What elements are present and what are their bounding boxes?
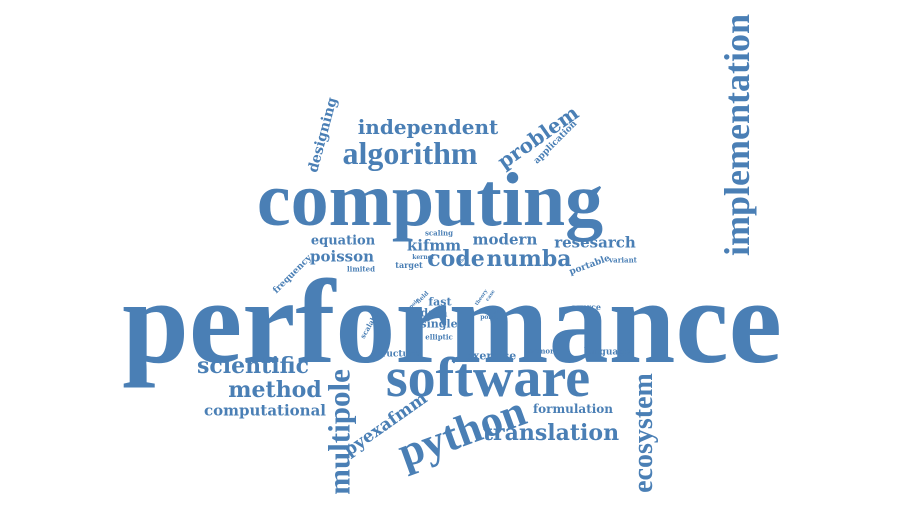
word-scaling: scaling	[424, 228, 454, 238]
word-exercise: exercise	[465, 349, 517, 363]
word-modern: modern	[472, 230, 538, 249]
word-target: target	[395, 260, 423, 270]
word-resesarch: resesarch	[554, 233, 636, 252]
word-fast: fast	[428, 295, 452, 309]
word-kernel: kernel	[412, 254, 434, 261]
word-implementation: implementation	[717, 14, 757, 256]
word-point: point	[480, 314, 498, 321]
word-source: source	[571, 302, 601, 312]
word-limited: limited	[347, 264, 375, 274]
word-elliptic: elliptic	[425, 332, 453, 342]
word-structure: structure	[372, 349, 420, 360]
word-multipole: multipole	[321, 369, 357, 495]
word-method: method	[228, 377, 322, 403]
word-computational: computational	[203, 401, 327, 420]
word-poisson: poisson	[310, 247, 374, 266]
word-kifmm: kifmm	[406, 236, 462, 255]
word-formulation: formulation	[532, 402, 614, 416]
word-scientific: scientific	[196, 353, 310, 379]
word-memory: memory	[526, 346, 558, 356]
word-algorithm: algorithm	[342, 135, 478, 171]
word-code: code	[427, 246, 485, 272]
word-independent: independent	[357, 115, 499, 139]
word-ecosystem: ecosystem	[628, 373, 659, 493]
word-numba: numba	[486, 246, 572, 272]
word-range: range	[479, 305, 503, 315]
word-variant: variant	[609, 255, 637, 265]
word-translation: translation	[482, 420, 620, 446]
word-performance: performance	[122, 255, 782, 388]
word-data: data	[420, 306, 448, 320]
word-equation: equation	[310, 233, 376, 249]
word-single: single	[420, 317, 458, 331]
word-software: software	[385, 347, 591, 409]
word-language: language	[583, 347, 631, 358]
word-computing: computing	[256, 158, 604, 242]
